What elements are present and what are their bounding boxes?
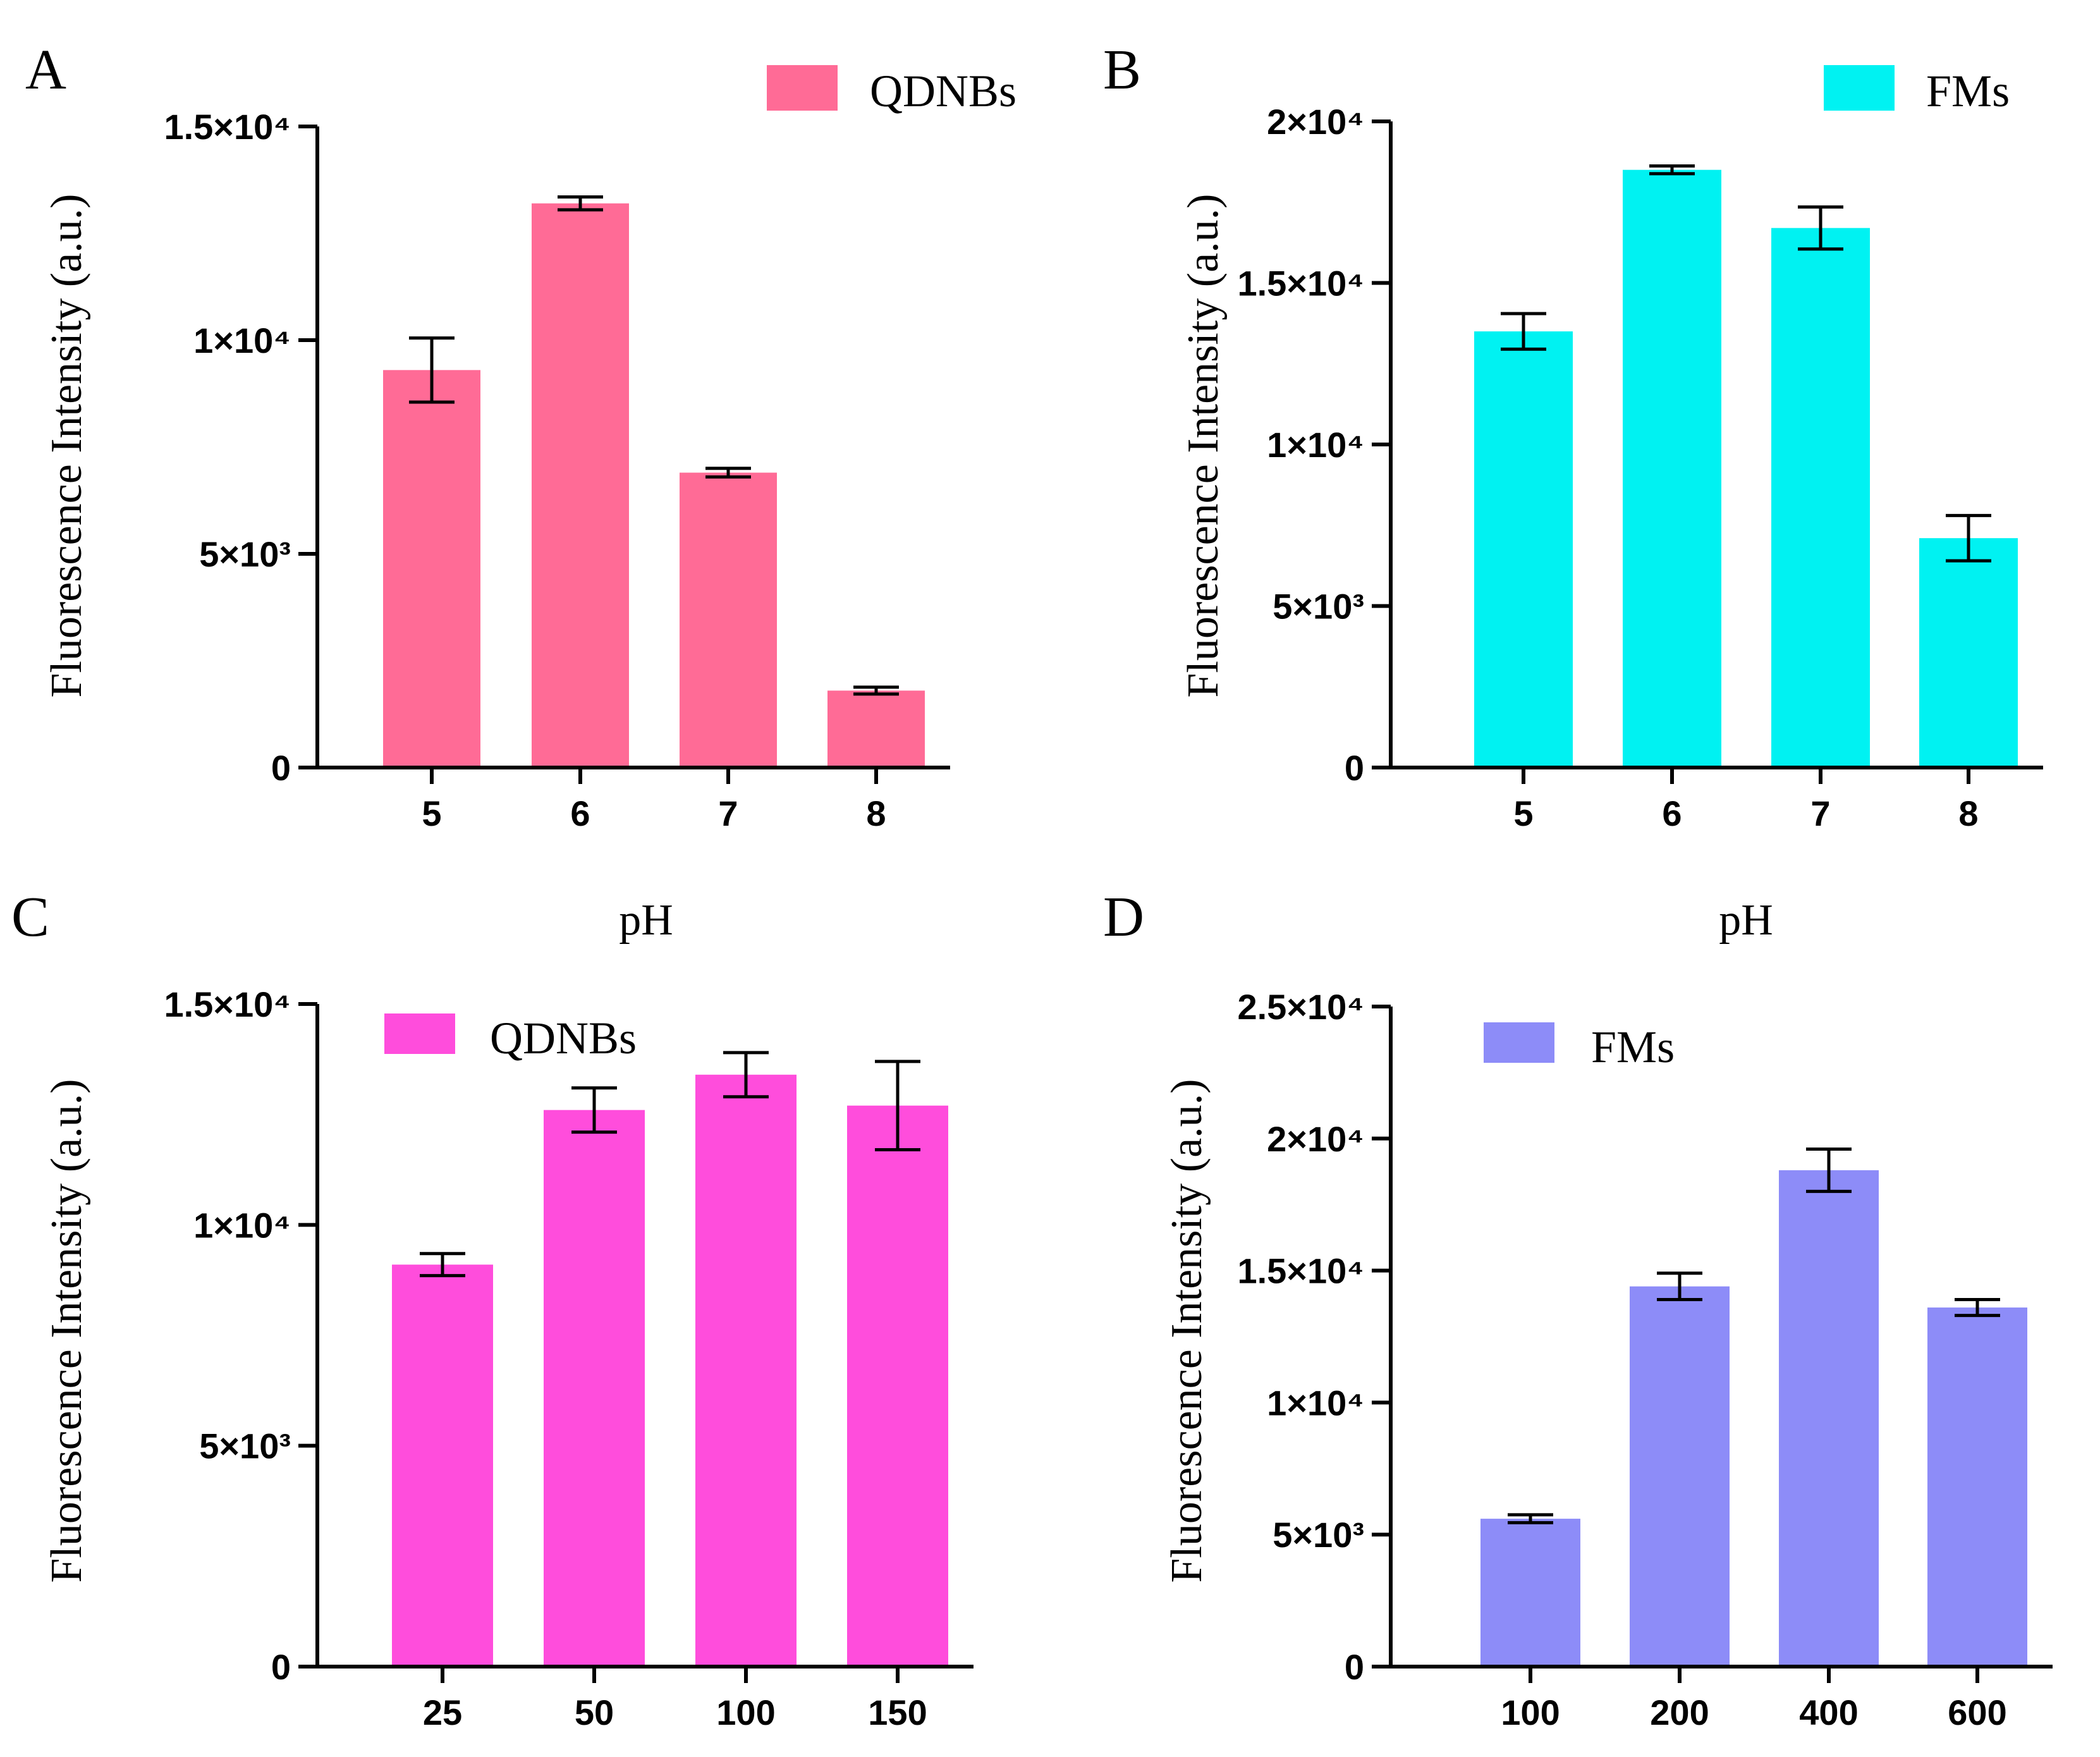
x-tick-label: 7 [1810, 793, 1830, 833]
x-axis-title: pH [619, 896, 673, 945]
y-tick-label: 1×10⁴ [193, 1205, 291, 1245]
y-tick-label: 5×10³ [199, 534, 291, 574]
x-tick-label: 25 [423, 1693, 462, 1732]
y-tick-label: 0 [271, 748, 291, 788]
legend-label: QDNBs [870, 66, 1016, 116]
y-tick-label: 1×10⁴ [193, 321, 291, 360]
y-tick-label: 0 [1345, 748, 1364, 788]
y-tick-label: 1.5×10⁴ [164, 107, 291, 147]
y-tick-label: 1.5×10⁴ [1237, 264, 1364, 303]
bar [544, 1110, 645, 1667]
bar [1771, 228, 1870, 768]
x-tick-label: 5 [1513, 793, 1533, 833]
y-axis-title: Fluorescence Intensity (a.u.) [42, 1079, 91, 1583]
panel-c: C 25 50 100 150 0 5×10³ 1×10⁴ 1.5×10⁴ Fluorescenc… [11, 886, 974, 1732]
bar [1919, 538, 2018, 768]
bar [847, 1105, 948, 1667]
bar [1779, 1170, 1879, 1667]
y-axis-title: Fluorescence Intensity (a.u.) [1179, 194, 1228, 698]
bar [695, 1074, 797, 1667]
x-tick-label: 100 [716, 1693, 775, 1732]
legend-swatch [1824, 65, 1895, 111]
y-axis-title: Fluorescence Intensity (a.u.) [1163, 1079, 1211, 1583]
panel-letter: D [1103, 886, 1144, 948]
legend: FMs [1484, 1022, 1675, 1072]
panel-letter: C [11, 886, 49, 948]
y-tick-label: 5×10³ [199, 1426, 291, 1466]
x-tick-label: 200 [1650, 1693, 1709, 1732]
bar [1927, 1307, 2027, 1667]
y-tick-label: 0 [271, 1647, 291, 1687]
legend: QDNBs [767, 65, 1016, 116]
y-tick-label: 2.5×10⁴ [1237, 987, 1364, 1027]
x-tick-label: 8 [1958, 793, 1978, 833]
bar [1480, 1519, 1580, 1667]
bar [532, 203, 629, 768]
x-tick-label: 5 [422, 793, 441, 833]
bar [1630, 1286, 1730, 1667]
panel-letter: A [25, 39, 66, 101]
y-tick-label: 0 [1345, 1647, 1364, 1687]
x-tick-label: 6 [570, 793, 590, 833]
panel-a: A 5 6 7 8 0 5×10³ 1×10⁴ 1.5×10⁴ Fluorescence Inte… [25, 39, 1016, 945]
x-tick-label: 400 [1799, 1693, 1858, 1732]
bar [392, 1264, 493, 1667]
legend: FMs [1824, 65, 2010, 116]
x-tick-label: 150 [868, 1693, 927, 1732]
legend-swatch [384, 1013, 455, 1054]
y-tick-label: 1×10⁴ [1267, 425, 1364, 465]
y-tick-label: 1.5×10⁴ [164, 984, 291, 1024]
legend-swatch [1484, 1022, 1554, 1063]
y-axis-title: Fluorescence Intensity (a.u.) [42, 194, 91, 698]
bar [1623, 169, 1721, 768]
y-tick-label: 5×10³ [1273, 587, 1364, 627]
legend-label: FMs [1591, 1022, 1675, 1072]
bar [680, 472, 777, 768]
y-tick-label: 1.5×10⁴ [1237, 1251, 1364, 1291]
x-tick-label: 600 [1948, 1693, 2006, 1732]
x-tick-label: 6 [1662, 793, 1682, 833]
bar [827, 690, 925, 768]
x-tick-label: 100 [1501, 1693, 1560, 1732]
legend-label: FMs [1926, 66, 2010, 116]
panel-d: D 100 200 400 600 0 5×10³ 1×10⁴ 1.5×10⁴ 2×10⁴ 2.5×… [1103, 886, 2053, 1732]
x-axis-title: pH [1719, 896, 1773, 945]
legend-swatch [767, 65, 838, 111]
y-tick-label: 1×10⁴ [1267, 1383, 1364, 1423]
panel-b: B 5 6 7 8 0 5×10³ 1×10⁴ 1.5×10⁴ 2×10⁴ Fluorescence… [1103, 39, 2043, 945]
bar [1474, 331, 1573, 768]
legend-label: QDNBs [490, 1013, 637, 1063]
bar [383, 370, 480, 768]
y-tick-label: 2×10⁴ [1267, 102, 1364, 142]
x-tick-label: 50 [575, 1693, 614, 1732]
y-tick-label: 2×10⁴ [1267, 1119, 1364, 1159]
panel-letter: B [1103, 39, 1141, 101]
x-tick-label: 7 [718, 793, 738, 833]
legend: QDNBs [384, 1013, 637, 1063]
x-tick-label: 8 [866, 793, 886, 833]
y-tick-label: 5×10³ [1273, 1515, 1364, 1555]
